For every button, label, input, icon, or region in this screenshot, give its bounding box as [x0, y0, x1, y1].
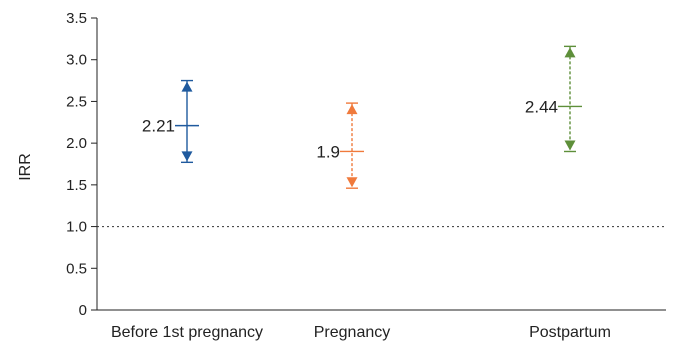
y-axis-ticks: 0 0.5 1.0 1.5 2.0 2.5 3.0 3.5 — [66, 10, 97, 319]
error-bars: 2.21 1.9 2.44 — [142, 45, 582, 189]
y-tick-label: 1.0 — [66, 219, 87, 236]
upper-arrow-icon — [564, 47, 576, 58]
y-tick-label: 3.0 — [66, 52, 87, 69]
estimate-label: 1.9 — [316, 142, 340, 161]
y-tick-label: 1.5 — [66, 177, 87, 194]
upper-arrow-icon — [346, 104, 358, 115]
estimate-label: 2.44 — [525, 97, 558, 116]
x-category-label: Postpartum — [529, 324, 611, 341]
y-tick-label: 2.0 — [66, 135, 87, 152]
error-bar-group: 2.21 — [142, 79, 199, 164]
lower-arrow-icon — [564, 140, 576, 151]
y-tick-label: 0.5 — [66, 260, 87, 277]
x-category-label: Pregnancy — [314, 324, 391, 341]
y-tick-label: 2.5 — [66, 93, 87, 110]
y-tick-label: 0 — [79, 302, 87, 319]
error-bar-group: 2.44 — [525, 45, 582, 153]
lower-arrow-icon — [181, 151, 193, 162]
y-tick-label: 3.5 — [66, 10, 87, 27]
error-bar-group: 1.9 — [316, 102, 364, 189]
y-axis-label: IRR — [17, 153, 34, 181]
estimate-label: 2.21 — [142, 117, 175, 136]
lower-arrow-icon — [346, 177, 358, 188]
x-category-label: Before 1st pregnancy — [111, 324, 263, 341]
axes — [96, 18, 666, 311]
x-axis-categories: Before 1st pregnancy Pregnancy Postpartum — [111, 324, 611, 341]
upper-arrow-icon — [181, 81, 193, 92]
